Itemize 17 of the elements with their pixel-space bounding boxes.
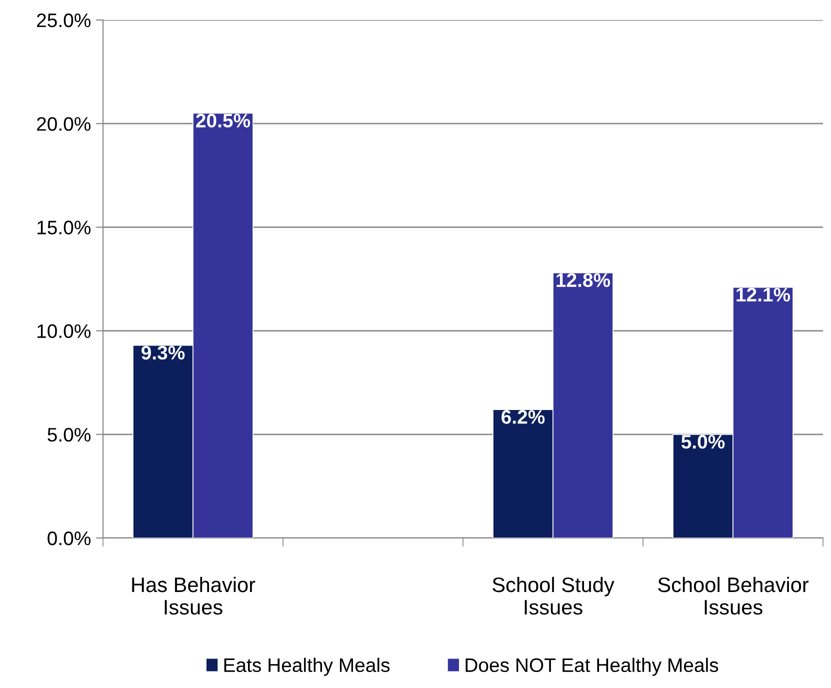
y-tick-label: 25.0% xyxy=(37,13,91,28)
x-tick-label: Has Behavior Issues xyxy=(132,576,256,615)
y-tick-label: 15.0% xyxy=(38,220,91,234)
y-tick-label: 0.0% xyxy=(48,531,91,546)
y-tick-label: 5.0% xyxy=(48,428,91,442)
data-label: 12.1% xyxy=(736,288,790,302)
data-label: 5.0% xyxy=(681,434,725,449)
data-label: 20.5% xyxy=(196,114,250,128)
x-tick-label: School Behavior Issues xyxy=(658,576,809,615)
legend-label: Eats Healthy Meals xyxy=(224,658,390,676)
data-label: 9.3% xyxy=(142,346,185,360)
y-tick-label: 20.0% xyxy=(37,117,91,131)
y-tick-label: 10.0% xyxy=(38,324,91,338)
x-tick-label: School Study Issues xyxy=(492,576,614,615)
data-label: 12.8% xyxy=(556,273,610,288)
legend-label: Does NOT Eat Healthy Meals xyxy=(466,658,718,676)
data-label: 6.2% xyxy=(502,410,545,424)
